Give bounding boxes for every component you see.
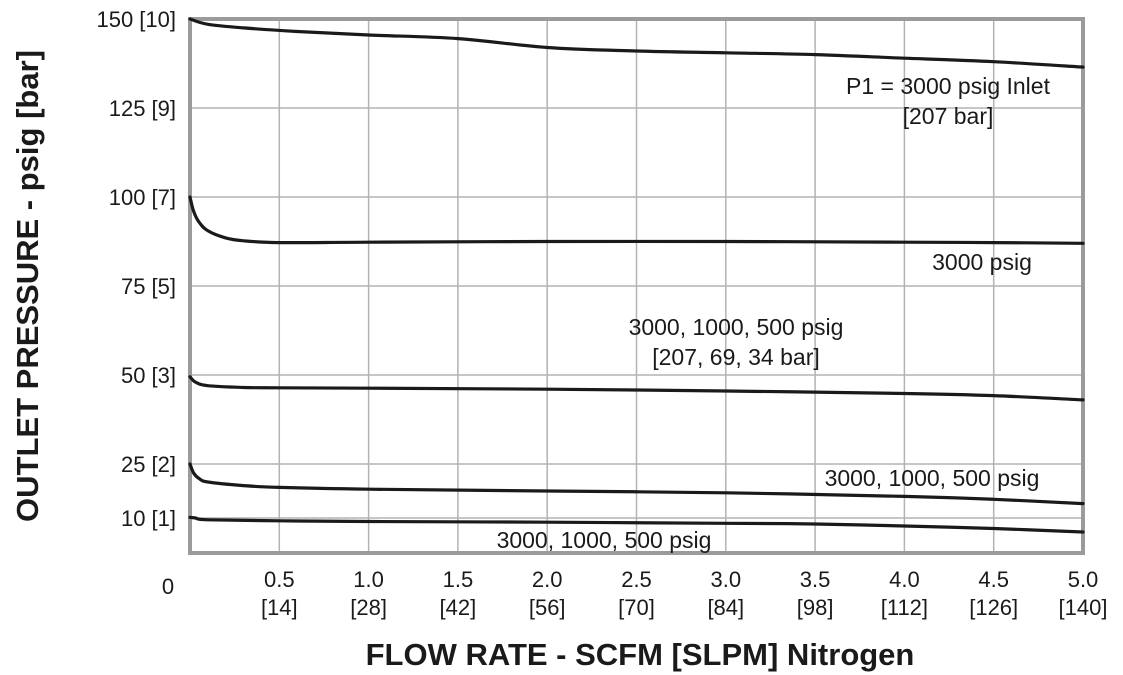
origin-label: 0 [162, 574, 174, 599]
y-tick-label: 75 [5] [121, 274, 176, 299]
x-tick-label: 4.0 [889, 567, 920, 592]
x-tick-sublabel: [28] [350, 595, 387, 620]
x-tick-sublabel: [84] [707, 595, 744, 620]
x-tick-sublabel: [140] [1059, 595, 1108, 620]
y-axis-title: OUTLET PRESSURE - psig [bar] [10, 50, 45, 522]
series-5-label: 3000, 1000, 500 psig [497, 527, 712, 553]
x-tick-sublabel: [126] [969, 595, 1018, 620]
series-3-label-line: [207, 69, 34 bar] [652, 344, 820, 370]
series-line-3 [188, 375, 1085, 402]
y-tick-label: 50 [3] [121, 363, 176, 388]
x-tick-sublabel: [56] [529, 595, 566, 620]
x-tick-sublabel: [42] [440, 595, 477, 620]
chart-grid [190, 19, 1083, 553]
y-tick-label: 125 [9] [109, 96, 176, 121]
series-3-label-line: 3000, 1000, 500 psig [629, 314, 844, 340]
x-tick-labels: 0.5 [14] 1.0 [28] 1.5 [42] 2.0 [56] 2.5 [70] 3.0 [8… [261, 567, 1108, 620]
x-tick-label: 1.0 [353, 567, 384, 592]
series-line-5 [188, 515, 1085, 534]
series-line-2 [188, 195, 1085, 245]
x-axis-title: FLOW RATE - SCFM [SLPM] Nitrogen [366, 637, 915, 672]
series-3-label: 3000, 1000, 500 psig [207, 69, 34 bar] [629, 314, 844, 370]
inlet-pressure-annotation: P1 = 3000 psig Inlet [207 bar] [846, 73, 1051, 129]
x-tick-label: 1.5 [443, 567, 474, 592]
y-tick-label: 10 [1] [121, 506, 176, 531]
series-2-label: 3000 psig [932, 249, 1032, 275]
y-tick-labels: 150 [10] 125 [9] 100 [7] 75 [5] 50 [3] 25 [2]… [96, 7, 176, 531]
y-tick-label: 25 [2] [121, 452, 176, 477]
chart-series [188, 17, 1085, 534]
y-tick-label: 150 [10] [96, 7, 176, 32]
series-line-1 [188, 17, 1085, 69]
y-tick-label: 100 [7] [109, 185, 176, 210]
inlet-pressure-annotation-line: [207 bar] [903, 103, 994, 129]
x-tick-sublabel: [112] [881, 595, 928, 620]
x-tick-label: 3.0 [711, 567, 742, 592]
x-tick-label: 2.5 [621, 567, 652, 592]
x-tick-label: 5.0 [1068, 567, 1099, 592]
x-tick-sublabel: [98] [797, 595, 834, 620]
x-tick-sublabel: [70] [618, 595, 655, 620]
series-annotations: P1 = 3000 psig Inlet [207 bar] 3000 psig 30… [497, 73, 1051, 553]
x-tick-label: 4.5 [978, 567, 1009, 592]
x-tick-label: 2.0 [532, 567, 563, 592]
series-line-4 [188, 462, 1085, 506]
x-tick-label: 0.5 [264, 567, 295, 592]
inlet-pressure-annotation-line: P1 = 3000 psig Inlet [846, 73, 1051, 99]
x-tick-sublabel: [14] [261, 595, 298, 620]
x-tick-label: 3.5 [800, 567, 831, 592]
plot-frame [188, 17, 1085, 555]
series-4-label: 3000, 1000, 500 psig [825, 465, 1040, 491]
